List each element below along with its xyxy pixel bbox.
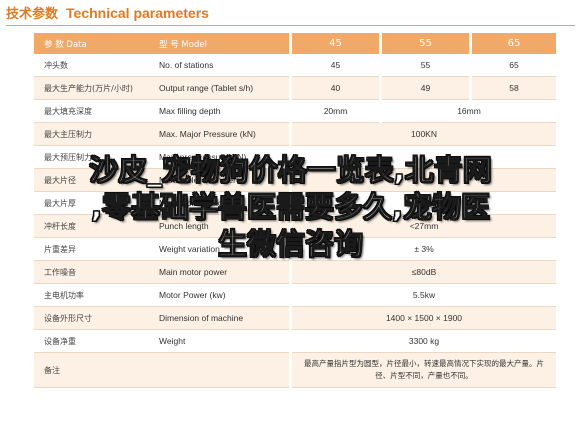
header-model-65: 65 xyxy=(472,33,556,54)
row-value: ± 3% xyxy=(292,237,556,261)
row-label-en: Max. pre-pressure (kN) xyxy=(149,145,289,169)
table-row: 主电机功率 Motor Power (kw) 5.5kw xyxy=(34,283,556,307)
row-label-cn: 冲杆长度 xyxy=(34,214,149,238)
header-param: 参 数 Data xyxy=(34,33,149,54)
row-value: 55 xyxy=(382,54,469,77)
table-row: 最大预压制力 Max. pre-pressure (kN) xyxy=(34,145,556,169)
table-row: 最大生产能力(万片/小时) Output range (Tablet s/h) 40… xyxy=(34,76,556,100)
overlay-line-2: ,零基础学兽医需要多久,宠物医 xyxy=(90,190,491,225)
table-row: 最大主压制力 Max. Major Pressure (kN) 100KN xyxy=(34,122,556,146)
row-value: 65 xyxy=(472,54,556,77)
table-row: 冲头数 No. of stations 45 55 65 xyxy=(34,54,556,77)
overlay-line-3: 生微信咨询 xyxy=(217,227,363,262)
row-value xyxy=(292,145,556,169)
row-label-cn: 最大预压制力 xyxy=(34,145,149,169)
row-label-cn: 设备净重 xyxy=(34,329,149,353)
row-label-cn: 最大片径 xyxy=(34,168,149,192)
header-model: 型 号 Model xyxy=(149,33,289,54)
table-row: 最大填充深度 Max filling depth 20mm 16mm xyxy=(34,99,556,123)
row-label-en: Dimension of machine xyxy=(149,306,289,330)
row-label-en: Output range (Tablet s/h) xyxy=(149,76,289,100)
row-value: 58 xyxy=(472,76,556,100)
row-value: 40 xyxy=(292,76,379,100)
row-label-en: Punch length xyxy=(149,214,289,238)
row-value: 100KN xyxy=(292,122,556,146)
row-value: 16mm xyxy=(382,99,556,123)
section-heading: 技术参数 Technical parameters xyxy=(6,3,209,23)
row-label-en: No. of stations xyxy=(149,54,289,77)
row-value xyxy=(292,191,556,215)
note-label: 备注 xyxy=(34,352,149,388)
parameters-table: 参 数 Data 型 号 Model 45 55 65 冲头数 No. of st… xyxy=(34,33,556,388)
heading-english: Technical parameters xyxy=(66,5,209,21)
header-model-55: 55 xyxy=(382,33,469,54)
row-label-en: Max. Major Pressure (kN) xyxy=(149,122,289,146)
note-text: 最高产量指片型为圆型，片径最小，转速最高情况下实现的最大产量。片径、片型不同，产… xyxy=(292,352,556,388)
row-label-en: Max. tablet diameter xyxy=(149,168,289,192)
row-value: 3300 kg xyxy=(292,329,556,353)
row-label-cn: 最大生产能力(万片/小时) xyxy=(34,76,149,100)
table-row: 工作噪音 Main motor power ≤80dB xyxy=(34,260,556,284)
heading-chinese: 技术参数 xyxy=(6,7,59,22)
row-value xyxy=(292,168,556,192)
table-row: 设备外形尺寸 Dimension of machine 1400 × 1500 × … xyxy=(34,306,556,330)
table-row-note: 备注 最高产量指片型为圆型，片径最小，转速最高情况下实现的最大产量。片径、片型不同… xyxy=(34,352,556,388)
row-value: ≤80dB xyxy=(292,260,556,284)
row-label-en: Max. tablet thickness xyxy=(149,191,289,215)
row-label-en: Weight xyxy=(149,329,289,353)
row-label-en: Weight variation xyxy=(149,237,289,261)
table-row: 片重差异 Weight variation ± 3% xyxy=(34,237,556,261)
overlay-line-1: 沙皮_宠物狗价格一览表,北青网 xyxy=(89,153,493,188)
table-row: 最大片径 Max. tablet diameter xyxy=(34,168,556,192)
row-label-cn: 设备外形尺寸 xyxy=(34,306,149,330)
row-value: 45 xyxy=(292,54,379,77)
row-value: 20mm xyxy=(292,99,379,123)
row-value: 49 xyxy=(382,76,469,100)
table-header-row: 参 数 Data 型 号 Model 45 55 65 xyxy=(34,33,556,54)
row-label-cn: 最大主压制力 xyxy=(34,122,149,146)
row-label-cn: 片重差异 xyxy=(34,237,149,261)
row-value: <27mm xyxy=(292,214,556,238)
table-row: 冲杆长度 Punch length <27mm xyxy=(34,214,556,238)
row-label-cn: 冲头数 xyxy=(34,54,149,77)
row-value: 5.5kw xyxy=(292,283,556,307)
row-value: 1400 × 1500 × 1900 xyxy=(292,306,556,330)
row-label-en: Motor Power (kw) xyxy=(149,283,289,307)
table-row: 最大片厚 Max. tablet thickness xyxy=(34,191,556,215)
watermark-overlay-text: 沙皮_宠物狗价格一览表,北青网 ,零基础学兽医需要多久,宠物医 生微信咨询 xyxy=(0,152,581,263)
row-label-cn: 最大片厚 xyxy=(34,191,149,215)
row-label-en: Main motor power xyxy=(149,260,289,284)
row-label-cn: 工作噪音 xyxy=(34,260,149,284)
heading-divider xyxy=(6,25,575,26)
header-model-45: 45 xyxy=(292,33,379,54)
row-label-en: Max filling depth xyxy=(149,99,289,123)
row-label-cn: 最大填充深度 xyxy=(34,99,149,123)
table-row: 设备净重 Weight 3300 kg xyxy=(34,329,556,353)
row-label-cn: 主电机功率 xyxy=(34,283,149,307)
